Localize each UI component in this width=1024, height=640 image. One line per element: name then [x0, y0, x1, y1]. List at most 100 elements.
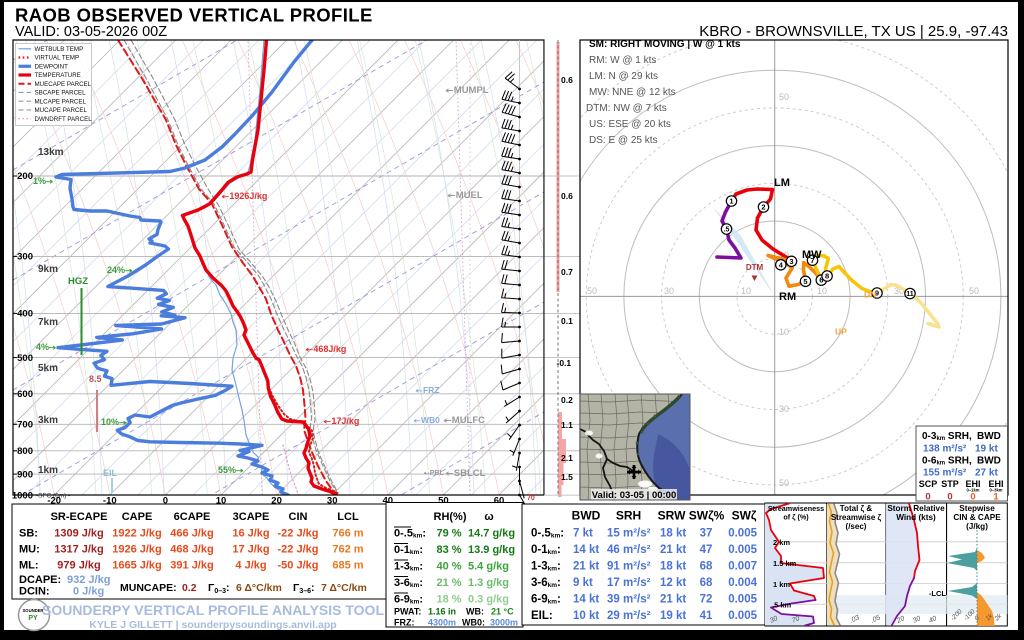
svg-text:SCP: SCP	[919, 479, 938, 489]
svg-text:10 kt: 10 kt	[573, 610, 599, 622]
svg-text:5: 5	[803, 277, 807, 286]
svg-text:DTM: NW @ 7 kts: DTM: NW @ 7 kts	[586, 103, 667, 114]
svg-text:16 J/kg: 16 J/kg	[232, 528, 269, 540]
svg-text:1665 J/kg: 1665 J/kg	[112, 560, 162, 572]
svg-text:0.7: 0.7	[561, 267, 573, 277]
svg-text:39 m²/s²: 39 m²/s²	[607, 594, 651, 606]
svg-text:0: 0	[973, 615, 981, 623]
svg-text:Total ζ &: Total ζ &	[840, 504, 873, 513]
svg-text:1.5: 1.5	[561, 472, 573, 482]
svg-text:2: 2	[761, 203, 765, 212]
svg-text:55%: 55%	[218, 465, 236, 475]
svg-text:762 m: 762 m	[332, 544, 363, 556]
svg-text:7km: 7km	[38, 317, 58, 328]
svg-text:SBCAPE PARCEL: SBCAPE PARCEL	[35, 90, 87, 97]
svg-text:DTM: DTM	[746, 263, 764, 272]
svg-text:1.3 g/kg: 1.3 g/kg	[468, 577, 509, 589]
svg-text:13.9 g/kg: 13.9 g/kg	[468, 544, 515, 556]
svg-text:0.005: 0.005	[728, 610, 757, 622]
svg-text:0: 0	[970, 492, 975, 503]
svg-text:0: 0	[947, 492, 952, 503]
svg-text:MUMPL: MUMPL	[454, 85, 489, 96]
svg-text:(/sec): (/sec)	[846, 522, 867, 531]
svg-text:21 %: 21 %	[436, 577, 461, 589]
svg-text:-10: -10	[103, 496, 117, 507]
svg-text:MUNCAPE:: MUNCAPE:	[120, 582, 177, 594]
svg-text:15 m²/s²: 15 m²/s²	[607, 528, 651, 540]
svg-text:MU:: MU:	[19, 544, 40, 556]
svg-text:1000: 1000	[12, 490, 33, 501]
svg-text:30: 30	[664, 286, 674, 296]
svg-text:800: 800	[17, 446, 33, 457]
svg-text:SWζ%: SWζ%	[689, 509, 725, 523]
svg-text:ω: ω	[484, 511, 493, 523]
svg-text:UP: UP	[835, 327, 847, 337]
svg-text:.03: .03	[849, 614, 861, 625]
svg-text:1926 J/kg: 1926 J/kg	[112, 544, 162, 556]
svg-text:21 kt: 21 kt	[660, 594, 686, 606]
svg-text:-22 J/kg: -22 J/kg	[278, 528, 319, 540]
svg-text:WETBULB TEMP: WETBULB TEMP	[35, 46, 84, 53]
svg-text:1926J/kg: 1926J/kg	[229, 191, 267, 201]
svg-text:50: 50	[969, 286, 979, 296]
svg-text:PWAT:: PWAT:	[394, 607, 421, 617]
svg-text:24%: 24%	[107, 265, 125, 275]
svg-text:SBLCL: SBLCL	[454, 468, 486, 479]
svg-text:0 J/kg: 0 J/kg	[73, 586, 104, 598]
svg-text:EHI: EHI	[965, 479, 980, 489]
svg-text:-50 J/kg: -50 J/kg	[278, 560, 319, 572]
svg-text:SR-ECAPE: SR-ECAPE	[51, 511, 108, 523]
svg-text:1k: 1k	[984, 612, 994, 622]
svg-text:BWD: BWD	[977, 431, 1001, 442]
svg-text:DCAPE:: DCAPE:	[19, 574, 61, 586]
svg-text:979 J/kg: 979 J/kg	[57, 560, 100, 572]
svg-text:17 J/kg: 17 J/kg	[232, 544, 269, 556]
svg-text:0: 0	[925, 492, 930, 503]
svg-text:47: 47	[700, 544, 713, 556]
svg-text:MUEL: MUEL	[456, 190, 483, 201]
svg-text:7: 7	[810, 256, 814, 265]
svg-text:BWD: BWD	[977, 456, 1001, 467]
svg-text:Streamwiseness: Streamwiseness	[768, 504, 824, 513]
svg-text:37: 37	[700, 528, 713, 540]
svg-text:12 kt: 12 kt	[660, 577, 686, 589]
svg-text:18 kt: 18 kt	[660, 561, 686, 573]
svg-text:766 m: 766 m	[332, 528, 363, 540]
svg-text:MUECAPE PARCEL: MUECAPE PARCEL	[35, 81, 92, 88]
svg-text:MW: MW	[802, 249, 822, 261]
svg-text:0–3km: 0–3km	[989, 488, 1002, 493]
svg-text:Storm Relative: Storm Relative	[887, 504, 945, 513]
svg-text:1: 1	[993, 492, 999, 503]
svg-text:FRZ: FRZ	[423, 385, 440, 395]
svg-text:10: 10	[779, 327, 789, 337]
svg-text:Wind (kts): Wind (kts)	[896, 513, 936, 522]
svg-text:WB0: WB0	[421, 415, 440, 425]
svg-text:0.6: 0.6	[561, 191, 573, 201]
svg-text:30: 30	[894, 286, 904, 296]
svg-text:79 %: 79 %	[436, 528, 461, 540]
svg-text:2 km: 2 km	[773, 538, 790, 547]
svg-text:1.16 in: 1.16 in	[428, 607, 456, 617]
svg-text:SB:: SB:	[19, 528, 38, 540]
svg-text:685 m: 685 m	[332, 560, 363, 572]
svg-text:EIL:: EIL:	[531, 610, 553, 622]
svg-text:WB0:: WB0:	[462, 618, 485, 628]
svg-text:600: 600	[17, 389, 33, 400]
svg-text:SRH: SRH	[616, 509, 641, 523]
svg-text:14.7 g/kg: 14.7 g/kg	[468, 528, 515, 540]
svg-text:(J/kg): (J/kg)	[966, 522, 988, 531]
svg-text:466 J/kg: 466 J/kg	[170, 528, 213, 540]
svg-text:18 %: 18 %	[436, 594, 461, 606]
svg-text:-LCL: -LCL	[929, 589, 946, 598]
svg-text:70: 70	[791, 615, 801, 625]
svg-text:5.4 g/kg: 5.4 g/kg	[468, 561, 509, 573]
svg-text:9 kt: 9 kt	[573, 577, 593, 589]
svg-text:21 °C: 21 °C	[491, 607, 514, 617]
svg-text:Stepwise: Stepwise	[959, 504, 995, 513]
svg-text:DCIN:: DCIN:	[19, 586, 50, 598]
svg-text:30: 30	[912, 615, 922, 625]
svg-text:RAOB OBSERVED VERTICAL PROFILE: RAOB OBSERVED VERTICAL PROFILE	[15, 5, 373, 26]
svg-text:83 %: 83 %	[436, 544, 461, 556]
svg-text:VALID: 03-05-2026 00Z: VALID: 03-05-2026 00Z	[15, 24, 167, 40]
svg-text:10: 10	[817, 286, 827, 296]
